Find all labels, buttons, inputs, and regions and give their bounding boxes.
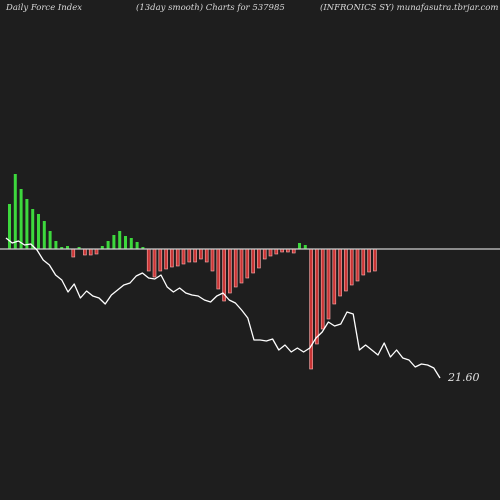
bar-negative [199,248,203,260]
bar-positive [8,204,11,249]
bar-series [8,174,377,370]
bar-negative [257,248,261,269]
chart-title-center: (13day smooth) Charts for 537985 [136,3,285,13]
bar-negative [262,248,267,260]
bar-positive [124,236,127,249]
price-line [5,237,441,379]
bar-negative [315,248,319,345]
bar-positive [48,231,52,249]
bar-positive [106,241,110,249]
bar-negative [83,248,87,256]
bar-negative [71,248,76,258]
bar-positive [303,245,307,249]
bar-negative [181,248,186,265]
bar-negative [193,248,197,263]
chart-title-right: (INFRONICS SY) munafasutra.tbrjar.com [320,3,499,13]
bar-positive [42,221,46,249]
bar-positive [141,247,145,249]
bar-positive [37,214,40,249]
bar-negative [274,248,279,255]
bar-negative [228,248,232,294]
bar-positive [298,243,301,249]
last-value-label: 21.60 [447,371,480,384]
bar-negative [233,248,238,288]
bar-positive [77,247,81,249]
bar-negative [338,248,342,297]
bar-positive [54,241,58,249]
bar-negative [320,248,325,330]
bar-negative [326,248,331,320]
bar-negative [361,248,366,276]
bar-positive [13,174,17,249]
bar-negative [355,248,360,282]
bar-negative [94,248,99,255]
bar-negative [187,248,192,263]
chart-title-left: Daily Force Index [6,3,83,13]
bar-positive [112,235,116,249]
bar-negative [88,248,93,256]
bar-negative [239,248,244,284]
bar-negative [164,248,168,270]
bar-positive [25,199,29,249]
bar-positive [129,238,133,249]
bar-negative [216,248,221,290]
bar-negative [158,248,163,272]
bar-negative [152,248,157,278]
bar-negative [251,248,255,274]
bar-positive [100,246,104,249]
bar-negative [332,248,337,305]
bar-negative [170,248,174,268]
bar-positive [31,209,35,249]
bar-positive [118,231,122,249]
bar-negative [210,248,215,272]
bar-negative [291,248,296,254]
bar-negative [367,248,371,273]
bar-negative [245,248,250,279]
bar-negative [344,248,348,292]
bar-negative [268,248,273,257]
bar-negative [349,248,354,286]
bar-positive [19,189,23,249]
bar-negative [175,248,180,267]
bar-negative [309,248,313,370]
bar-positive [66,246,69,249]
bar-negative [204,248,209,263]
bar-negative [373,248,377,272]
bar-negative [146,248,151,272]
bar-positive [60,247,64,249]
bar-positive [135,242,139,249]
